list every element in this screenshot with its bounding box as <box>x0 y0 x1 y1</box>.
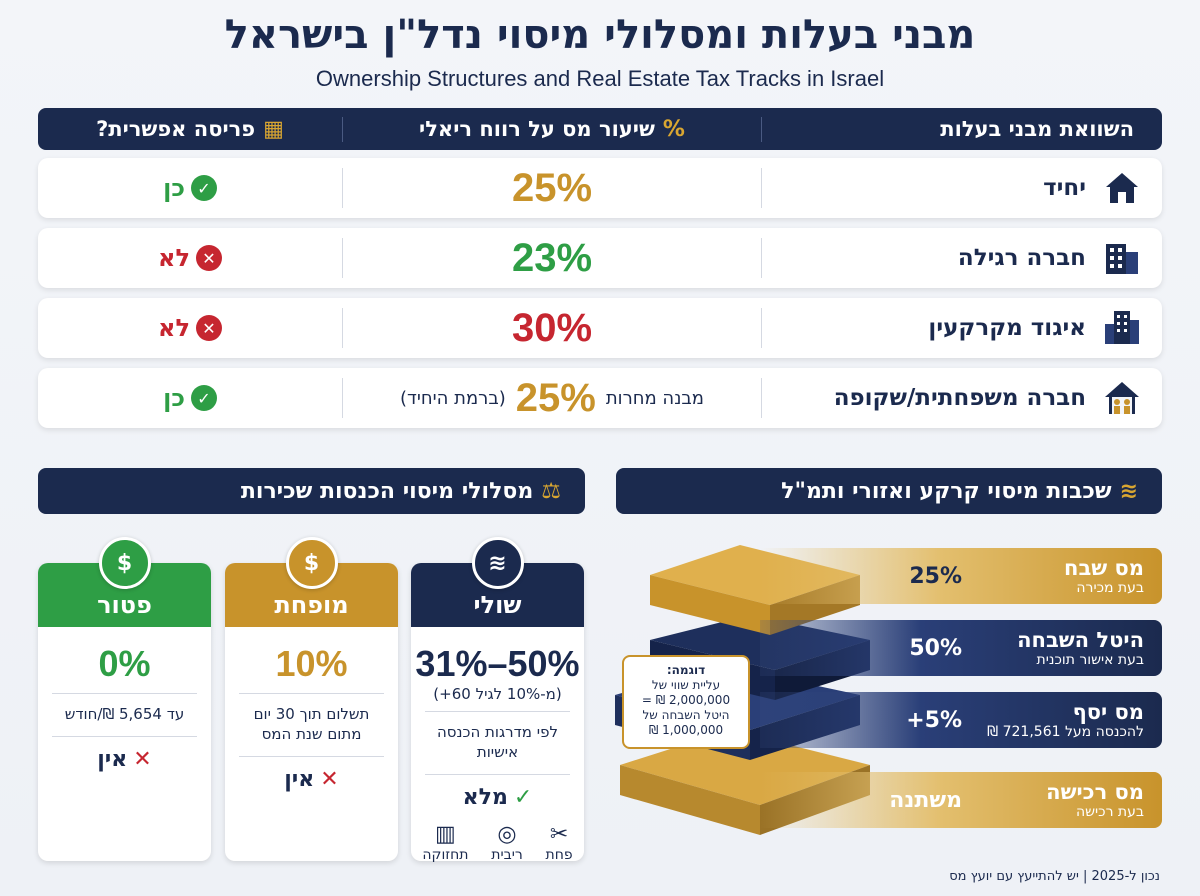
tower-icon <box>1102 308 1142 348</box>
building-icon <box>1102 238 1142 278</box>
card-rate: 0% <box>98 643 151 684</box>
card-deduction: ✕אין <box>52 736 197 772</box>
structure-cell: חברה רגילה <box>762 238 1162 278</box>
scale-icon: ⚖ <box>541 478 561 504</box>
spread-value: כן <box>163 384 185 412</box>
layers-icon: ≋ <box>1119 478 1138 504</box>
tax-rate: 25% <box>515 375 596 420</box>
layer-label: היטל השבחה בעת אישור תוכנית <box>1017 628 1144 668</box>
expense-list: ✂ פחת ◎ ריבית ▥ תחזוקה <box>411 822 584 863</box>
structure-cell: איגוד מקרקעין <box>762 308 1162 348</box>
structure-cell: יחיד <box>762 168 1162 208</box>
structure-name: יחיד <box>1043 175 1086 201</box>
family-house-icon <box>1102 378 1142 418</box>
spread-cell: ✓ כן <box>38 174 342 202</box>
expense-item: ✂ פחת <box>545 822 573 863</box>
card-deduction: ✓מלא <box>425 774 570 810</box>
rate-cell: 25% <box>342 165 762 210</box>
check-icon: ✓ <box>513 785 533 810</box>
tax-layer-band: היטל השבחה בעת אישור תוכנית 50% <box>760 620 1162 676</box>
x-icon: ✕ <box>196 315 222 341</box>
page-subtitle: Ownership Structures and Real Estate Tax… <box>315 66 885 91</box>
layer-value: משתנה <box>889 787 962 813</box>
card-description: לפי מדרגות הכנסה אישיות <box>425 711 570 762</box>
rate-cell: 30% <box>342 305 762 350</box>
card-description: עד 5,654 ₪/חודש <box>52 693 197 724</box>
tax-rate: 30% <box>511 305 593 350</box>
header-spread: ▦פריסה אפשרית? <box>96 116 284 142</box>
layers-icon: ≋ <box>471 537 524 589</box>
comparison-header: השוואת מבני בעלות %שיעור מס על רווח ריאל… <box>38 108 1162 150</box>
rental-track-card: ≋ שולי 31%–50% (מ-10% לגיל 60+) לפי מדרגות ה… <box>411 537 584 863</box>
card-deduction: ✕אין <box>239 756 384 792</box>
rental-track-card: $ פטור 0% עד 5,654 ₪/חודש ✕אין <box>38 537 211 861</box>
layers-header: ≋ שכבות מיסוי קרקע ואזורי ותמ"ל <box>616 468 1162 514</box>
header-structure: השוואת מבני בעלות <box>940 117 1134 141</box>
structure-name: חברה משפחתית/שקופה <box>833 385 1086 411</box>
expense-item: ◎ ריבית <box>491 822 523 863</box>
layer-value: 25% <box>909 563 962 589</box>
card-rate-note: (מ-10% לגיל 60+) <box>433 685 562 703</box>
tax-rate: 25% <box>511 165 593 210</box>
comparison-row: איגוד מקרקעין 30% ✕ לא <box>38 298 1162 358</box>
calendar-icon: ▦ <box>263 116 284 142</box>
spread-cell: ✓ כן <box>38 384 342 412</box>
example-callout: דוגמה: עליית שווי של 2,000,000 ₪ = היטל … <box>622 655 750 749</box>
structure-cell: חברה משפחתית/שקופה <box>762 378 1162 418</box>
house-icon <box>1102 168 1142 208</box>
rate-cell: 23% <box>342 235 762 280</box>
spread-value: לא <box>158 244 190 272</box>
expense-item: ▥ תחזוקה <box>422 822 469 863</box>
page-title: מבני בעלות ומסלולי מיסוי נדל"ן בישראל <box>224 12 976 58</box>
card-description: תשלום תוך 30 יום מתום שנת המס <box>239 693 384 744</box>
layer-label: מס רכישה בעת רכישה <box>1046 780 1144 820</box>
wrench-icon: ✂ <box>549 822 569 847</box>
coins-icon: ◎ <box>497 822 517 847</box>
rental-header: ⚖ מסלולי מיסוי הכנסות שכירות <box>38 468 585 514</box>
money-hand-icon: $ <box>285 537 338 589</box>
chart-icon: ▥ <box>435 822 456 847</box>
comparison-row: יחיד 25% ✓ כן <box>38 158 1162 218</box>
tax-layer-band: מס שבח בעת מכירה 25% <box>760 548 1162 604</box>
tax-layer-band: מס יסף להכנסה מעל 721,561 ₪ +5% <box>760 692 1162 748</box>
spread-cell: ✕ לא <box>38 244 342 272</box>
rate-note-detail: (ברמת היחיד) <box>399 387 506 409</box>
x-icon: ✕ <box>196 245 222 271</box>
comparison-row: חברה רגילה 23% ✕ לא <box>38 228 1162 288</box>
structure-name: איגוד מקרקעין <box>928 315 1086 341</box>
spread-cell: ✕ לא <box>38 314 342 342</box>
comparison-row: חברה משפחתית/שקופה מבנה מחרות 25% (ברמת היח… <box>38 368 1162 428</box>
layer-value: +5% <box>906 707 962 733</box>
header-rate: %שיעור מס על רווח ריאלי <box>342 116 762 142</box>
x-icon: ✕ <box>133 747 152 772</box>
x-icon: ✕ <box>320 767 339 792</box>
check-icon: ✓ <box>190 175 217 201</box>
spread-value: לא <box>158 314 190 342</box>
layer-label: מס יסף להכנסה מעל 721,561 ₪ <box>987 700 1144 740</box>
card-rate: 31%–50% <box>415 643 580 684</box>
percent-icon: % <box>662 116 685 142</box>
spread-value: כן <box>163 174 185 202</box>
tax-layer-band: מס רכישה בעת רכישה משתנה <box>760 772 1162 828</box>
rate-note: מבנה מחרות <box>605 387 705 409</box>
layer-label: מס שבח בעת מכירה <box>1064 556 1144 596</box>
layer-value: 50% <box>909 635 962 661</box>
money-hand-icon: $ <box>98 537 151 589</box>
tax-rate: 23% <box>511 235 593 280</box>
structure-name: חברה רגילה <box>957 245 1086 271</box>
card-rate: 10% <box>275 643 348 684</box>
check-icon: ✓ <box>190 385 217 411</box>
rental-track-card: $ מופחת 10% תשלום תוך 30 יום מתום שנת המס ✕א… <box>225 537 398 861</box>
rate-cell: מבנה מחרות 25% (ברמת היחיד) <box>342 375 762 420</box>
footer-note: נכון ל-2025 | יש להתייעץ עם יועץ מס <box>949 869 1160 884</box>
